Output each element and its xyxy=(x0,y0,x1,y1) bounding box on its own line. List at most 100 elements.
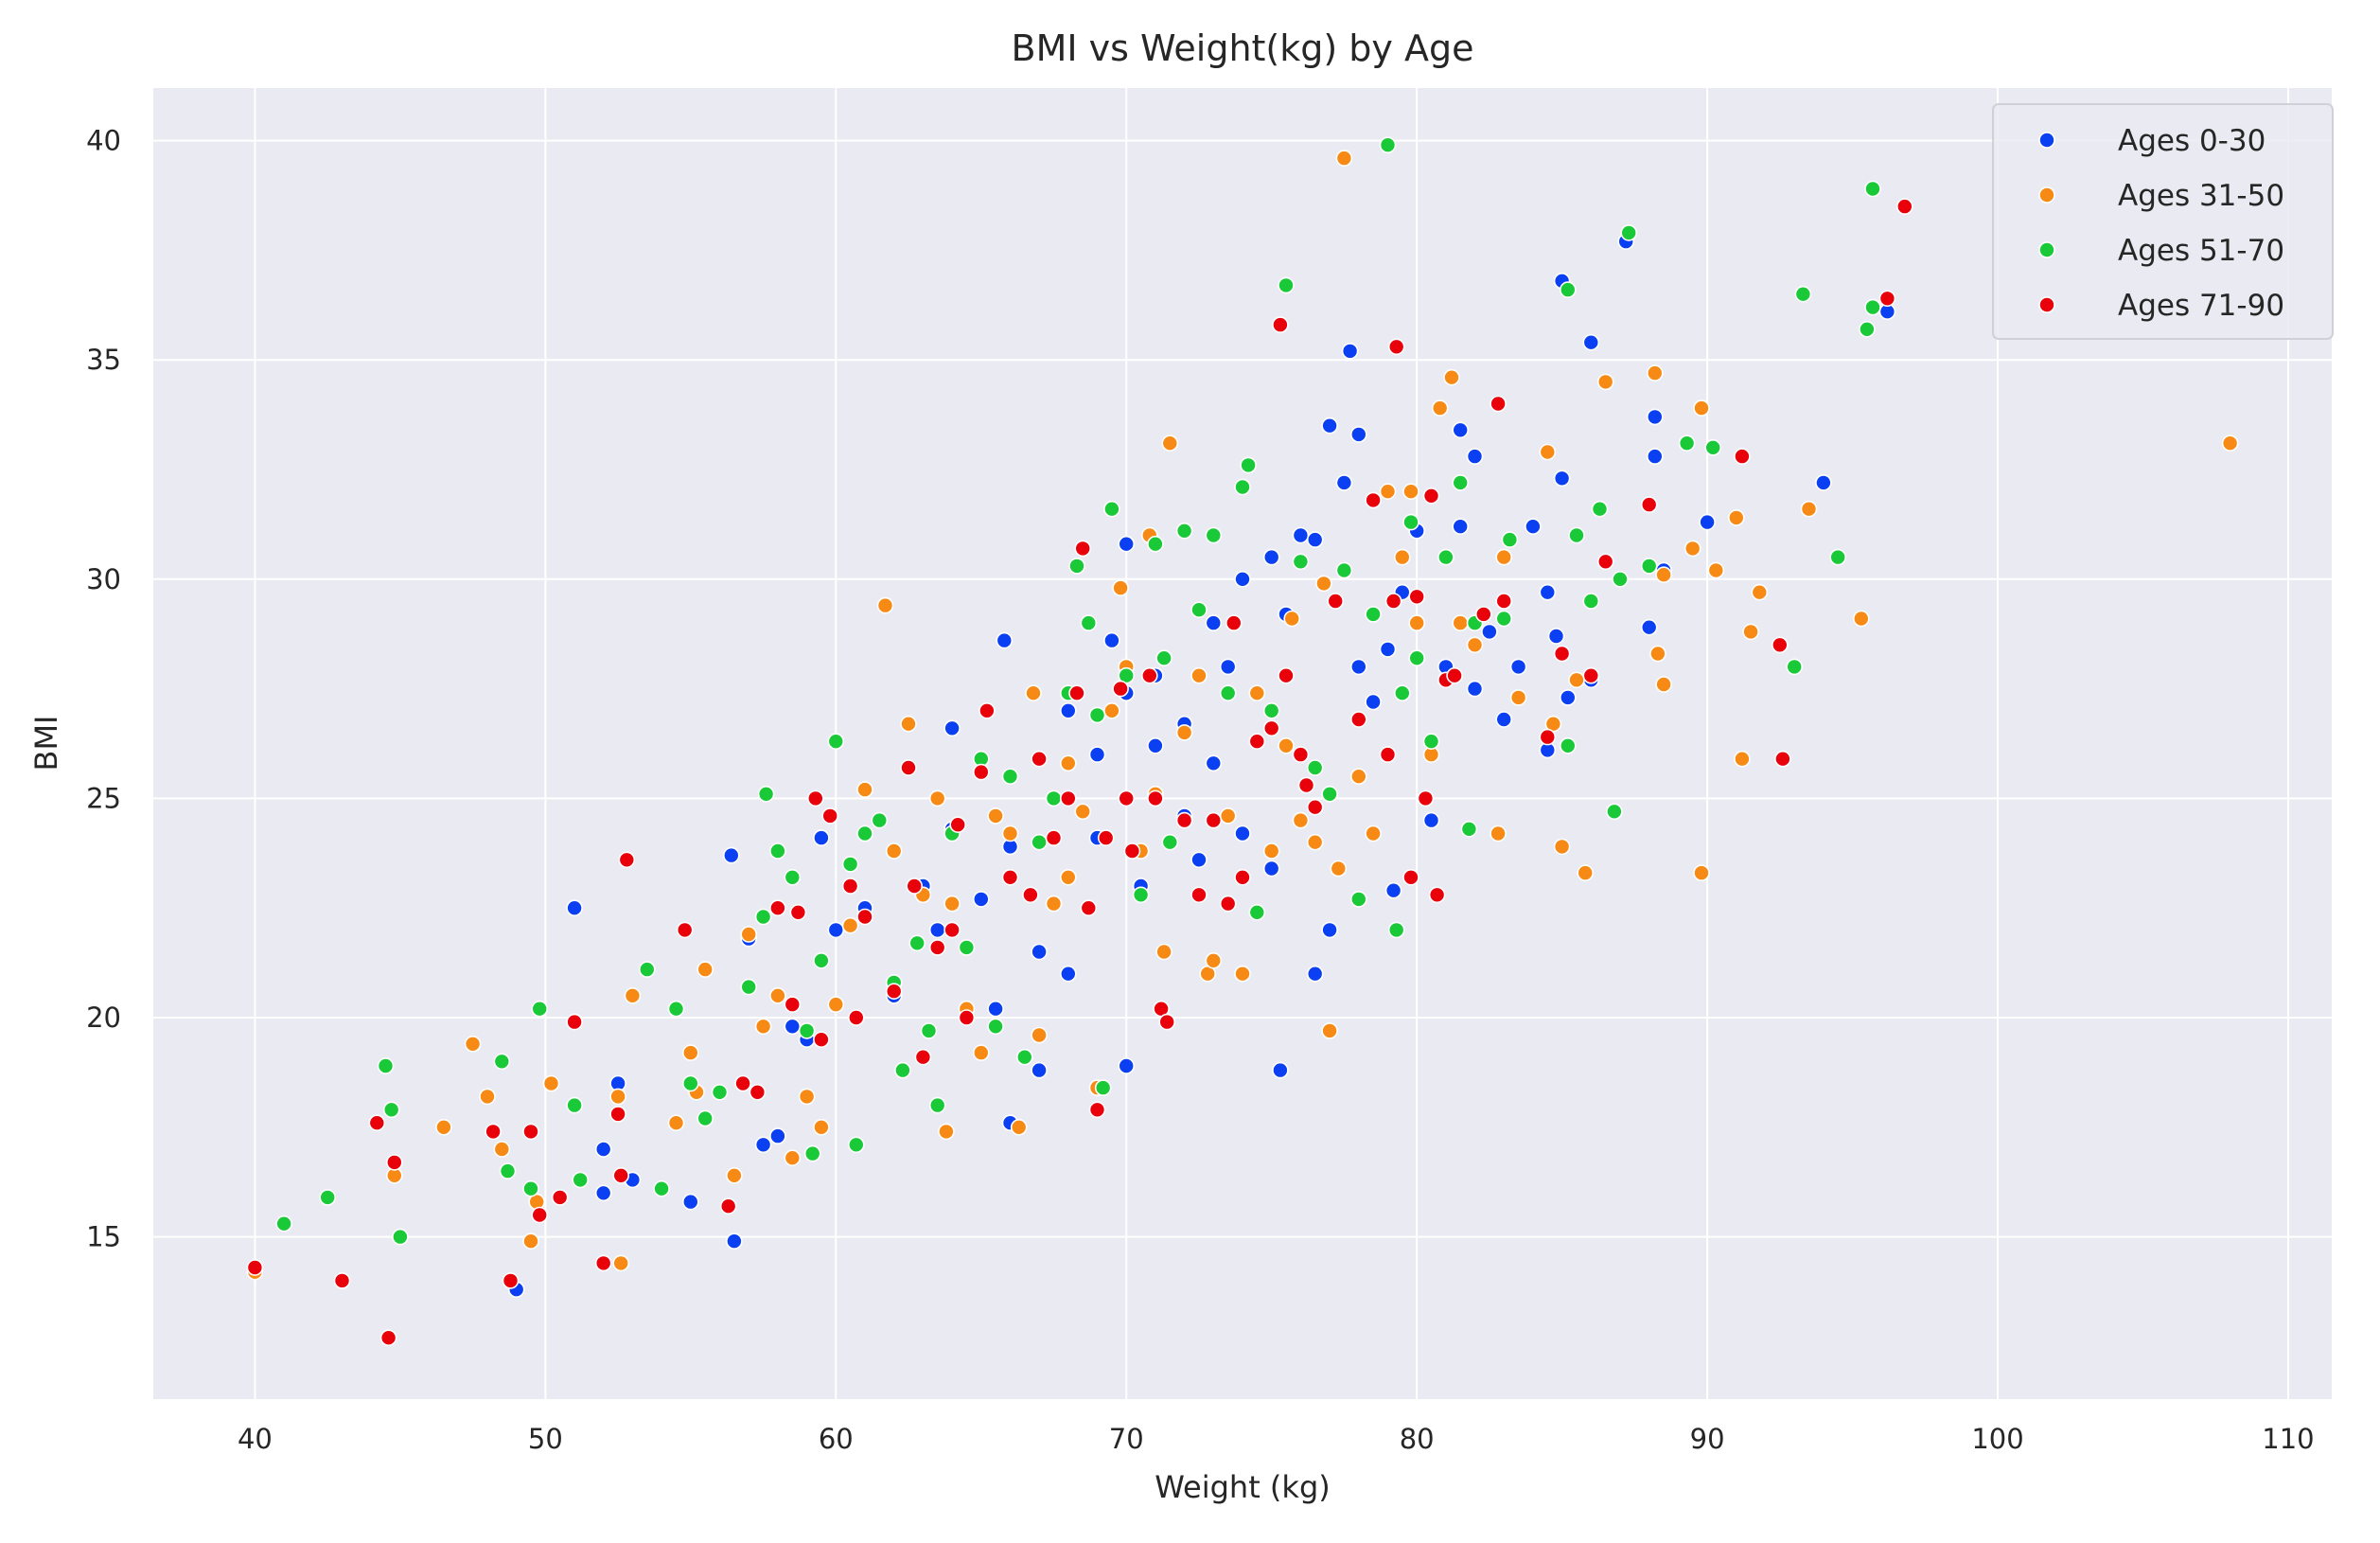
data-point-series-1 xyxy=(1060,754,1077,772)
data-point-series-1 xyxy=(1175,724,1193,741)
data-point-series-1 xyxy=(1330,860,1348,878)
x-tick-label: 60 xyxy=(819,1423,854,1455)
data-point-series-0 xyxy=(1262,860,1280,878)
data-point-series-1 xyxy=(2221,435,2239,452)
data-point-series-3 xyxy=(928,939,946,956)
x-tick-label: 110 xyxy=(2262,1423,2314,1455)
data-point-series-3 xyxy=(1001,868,1019,886)
data-point-series-1 xyxy=(813,1119,830,1136)
data-point-series-0 xyxy=(1060,701,1077,719)
data-point-series-1 xyxy=(900,715,917,733)
data-point-series-1 xyxy=(1649,645,1666,663)
data-point-series-2 xyxy=(856,825,873,842)
data-point-series-2 xyxy=(1387,921,1405,939)
data-point-series-2 xyxy=(1045,789,1063,807)
data-point-series-1 xyxy=(1800,500,1818,518)
data-point-series-1 xyxy=(1577,864,1594,881)
data-point-series-3 xyxy=(749,1084,767,1101)
data-point-series-0 xyxy=(973,891,990,908)
data-point-series-3 xyxy=(978,701,996,719)
data-point-series-2 xyxy=(920,1022,938,1039)
data-point-series-2 xyxy=(1190,601,1208,619)
data-point-series-0 xyxy=(943,719,961,737)
data-point-series-0 xyxy=(928,921,946,939)
data-point-series-2 xyxy=(1031,833,1048,851)
data-points xyxy=(246,136,2239,1346)
data-point-series-2 xyxy=(871,811,889,829)
data-point-series-2 xyxy=(1794,285,1812,303)
data-point-series-3 xyxy=(609,1106,626,1123)
data-point-series-3 xyxy=(1068,684,1085,702)
data-point-series-3 xyxy=(1306,798,1324,816)
data-point-series-2 xyxy=(319,1189,337,1206)
data-point-series-1 xyxy=(1568,671,1585,689)
data-point-series-2 xyxy=(1068,558,1085,575)
data-point-series-2 xyxy=(522,1179,539,1197)
data-point-series-0 xyxy=(1495,711,1512,728)
data-point-series-1 xyxy=(1335,150,1353,167)
data-point-series-1 xyxy=(1321,1022,1338,1039)
data-point-series-1 xyxy=(1408,614,1425,631)
data-point-series-0 xyxy=(566,899,583,917)
x-tick-label: 100 xyxy=(1971,1423,2023,1455)
data-point-series-3 xyxy=(333,1272,351,1289)
data-point-series-2 xyxy=(1088,706,1106,724)
data-point-series-0 xyxy=(1205,614,1223,631)
data-point-series-2 xyxy=(681,1074,699,1092)
data-point-series-1 xyxy=(1693,864,1710,881)
data-point-series-1 xyxy=(681,1044,699,1061)
data-point-series-2 xyxy=(1501,531,1519,548)
data-point-series-3 xyxy=(1327,593,1344,610)
data-point-series-0 xyxy=(1452,421,1469,439)
data-point-series-3 xyxy=(1553,645,1571,663)
data-point-series-2 xyxy=(1452,474,1469,491)
data-point-series-3 xyxy=(379,1329,397,1346)
legend-box xyxy=(1992,103,2334,340)
data-point-series-0 xyxy=(1031,943,1048,961)
data-point-series-1 xyxy=(987,807,1004,825)
data-point-series-2 xyxy=(1704,438,1721,456)
data-point-series-1 xyxy=(435,1119,452,1136)
y-tick-label: 25 xyxy=(86,782,121,814)
x-tick-label: 70 xyxy=(1109,1423,1144,1455)
legend-marker xyxy=(2038,296,2055,313)
data-point-series-2 xyxy=(696,1109,714,1127)
data-point-series-3 xyxy=(1417,789,1435,807)
data-point-series-0 xyxy=(594,1141,612,1158)
x-tick-label: 40 xyxy=(238,1423,273,1455)
x-tick-label: 50 xyxy=(528,1423,563,1455)
data-point-series-1 xyxy=(479,1088,496,1106)
data-point-series-2 xyxy=(798,1022,816,1039)
data-point-series-0 xyxy=(1539,583,1557,601)
data-point-series-3 xyxy=(900,759,917,776)
data-point-series-0 xyxy=(594,1184,612,1202)
data-point-series-3 xyxy=(385,1154,403,1171)
data-point-series-1 xyxy=(1155,943,1172,961)
data-point-series-2 xyxy=(711,1084,729,1101)
data-point-series-3 xyxy=(1022,886,1039,904)
data-point-series-3 xyxy=(734,1074,751,1092)
data-point-series-0 xyxy=(1088,746,1106,763)
data-point-series-0 xyxy=(1335,474,1353,491)
data-point-series-1 xyxy=(624,987,642,1004)
data-point-series-2 xyxy=(958,939,976,956)
data-point-series-3 xyxy=(485,1123,502,1141)
data-point-series-1 xyxy=(784,1149,802,1166)
data-point-series-2 xyxy=(1864,298,1881,316)
data-point-series-1 xyxy=(1350,768,1367,786)
data-point-series-3 xyxy=(1446,666,1463,684)
data-point-series-2 xyxy=(1437,548,1454,566)
legend-marker xyxy=(2038,241,2055,258)
data-point-series-1 xyxy=(1509,689,1527,706)
data-point-series-2 xyxy=(1582,593,1600,610)
data-point-series-2 xyxy=(1262,701,1280,719)
data-point-series-2 xyxy=(1248,903,1266,921)
data-point-series-1 xyxy=(1248,684,1266,702)
data-point-series-0 xyxy=(1306,531,1324,548)
data-point-series-0 xyxy=(1384,881,1402,899)
data-point-series-3 xyxy=(1734,448,1751,465)
legend-label: Ages 31-50 xyxy=(2118,179,2284,213)
data-point-series-1 xyxy=(1431,399,1449,417)
data-point-series-2 xyxy=(1016,1048,1033,1066)
chart-title: BMI vs Weight(kg) by Age xyxy=(1012,27,1474,69)
